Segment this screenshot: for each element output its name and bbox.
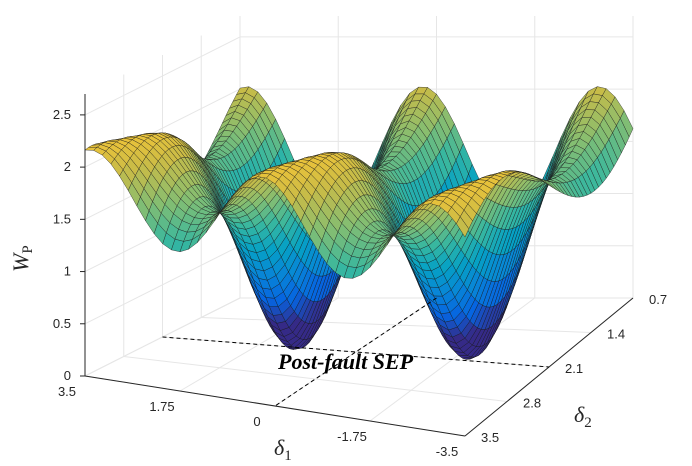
sep-guide-lines bbox=[162, 297, 550, 407]
y-axis-label: δ2 bbox=[574, 402, 592, 431]
x-tick-label: -3.5 bbox=[436, 444, 458, 459]
y-tick-label: 2.1 bbox=[565, 361, 583, 376]
sep-guide-line bbox=[162, 336, 550, 368]
z-tick-label: 2.5 bbox=[53, 107, 71, 122]
grid-line bbox=[84, 36, 241, 116]
surface-patch bbox=[456, 216, 470, 238]
tick-labels: 0 0.5 1 1.5 2 2.5 3.5 1.75 0 -1.75 -3.5 0.7 1.4 2.1 2.… bbox=[53, 107, 667, 459]
grid-line bbox=[201, 317, 592, 333]
grid-line bbox=[123, 356, 508, 402]
x-axis-label: δ1 bbox=[274, 435, 292, 464]
x-axis-line bbox=[84, 375, 466, 437]
x-tick-label: 3.5 bbox=[58, 384, 76, 399]
y-tick-label: 0.7 bbox=[649, 292, 667, 307]
y-tick-label: 3.5 bbox=[481, 430, 499, 445]
x-tick-label: -1.75 bbox=[337, 429, 367, 444]
z-tick-label: 0 bbox=[64, 368, 71, 383]
y-tick-label: 1.4 bbox=[607, 327, 625, 342]
x-tick-label: 1.75 bbox=[149, 399, 174, 414]
z-tick-label: 2 bbox=[64, 159, 71, 174]
z-tick-label: 1.5 bbox=[53, 211, 71, 226]
y-tick-label: 2.8 bbox=[523, 396, 541, 411]
z-axis-label: WP bbox=[8, 245, 36, 272]
sep-guide-line bbox=[274, 297, 437, 407]
annotation-label: Post-fault SEP bbox=[277, 349, 414, 374]
z-tick-label: 1 bbox=[64, 264, 71, 279]
x-tick-label: 0 bbox=[253, 414, 260, 429]
surface-mesh bbox=[84, 86, 634, 360]
grid-line bbox=[84, 245, 241, 325]
z-tick-label: 0.5 bbox=[53, 316, 71, 331]
